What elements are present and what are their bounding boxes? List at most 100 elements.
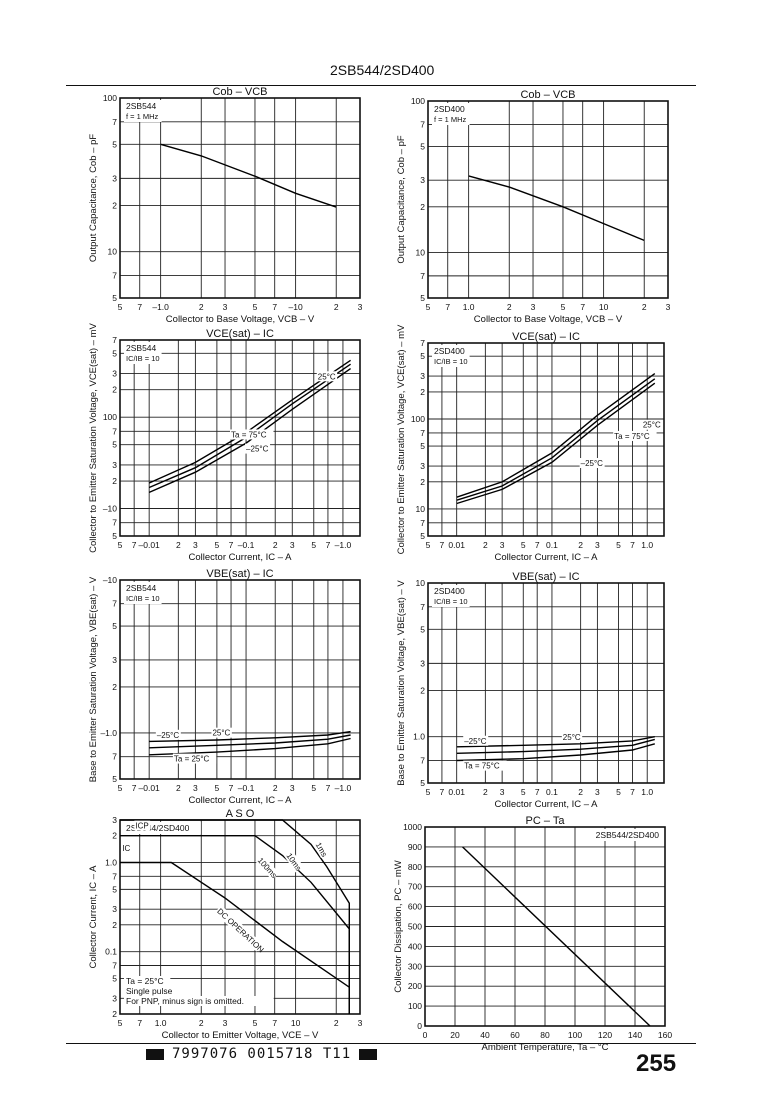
chart4-xtick-label: 7 <box>229 783 234 793</box>
chart7-xlabel: Ambient Temperature, Ta – °C <box>481 1042 608 1053</box>
chart2-ytick-label: 2 <box>112 476 117 486</box>
chart2-xtick-label: –1.0 <box>335 540 352 550</box>
chart5-xtick-label: 1.0 <box>641 787 653 797</box>
chart4-curve-label: Ta = 25°C <box>174 755 210 764</box>
chart2-ytick-label: 7 <box>112 518 117 528</box>
chart5-ytick-label: 5 <box>420 624 425 634</box>
chart2-frame <box>119 339 361 537</box>
chart4-xtick-label: 3 <box>193 783 198 793</box>
chart2-curve-label-bg <box>245 443 271 454</box>
chart6-xlabel: Collector to Emitter Voltage, VCE – V <box>162 1030 319 1041</box>
chart1-device-label: 2SD400 <box>434 104 465 114</box>
chart6-ytick-label: 5 <box>112 884 117 894</box>
footer-code-text: 7997076 0015718 T11 <box>172 1046 352 1062</box>
chart6-note-bg <box>124 976 171 986</box>
chart1-xtick-label: 5 <box>426 302 431 312</box>
chart5-device-label: 2SD400 <box>434 586 465 596</box>
chart0-device-label: 2SB544 <box>126 101 157 111</box>
chart6-ytick-label: 1.0 <box>105 858 117 868</box>
chart3-xtick-label: 5 <box>521 540 526 550</box>
chart2-xtick-label: –0.1 <box>238 540 255 550</box>
chart6-title: A S O <box>226 808 255 820</box>
chart0-ytick-label: 100 <box>103 93 117 103</box>
chart6-note: Single pulse <box>126 986 173 996</box>
page-header: 2SB544/2SD400 <box>330 62 435 78</box>
chart6-xtick-label: 3 <box>223 1018 228 1028</box>
chart3-xtick-label: 5 <box>426 540 431 550</box>
chart5-xtick-label: 7 <box>440 787 445 797</box>
chart0-device-bg <box>124 100 162 122</box>
chart1-xtick-label: 2 <box>507 302 512 312</box>
chart2-xtick-label: 3 <box>193 540 198 550</box>
chart6-xtick-label: 1.0 <box>155 1018 167 1028</box>
chart7-xtick-label: 160 <box>658 1030 672 1040</box>
chart3-curve-label: –25°C <box>581 459 604 468</box>
chart5-xtick-label: 3 <box>595 787 600 797</box>
chart6-curve-label: ICP <box>135 822 148 831</box>
chart4-series-2 <box>149 737 351 756</box>
chart5-ytick-label: 10 <box>416 578 426 588</box>
chart7-xtick-label: 40 <box>480 1030 490 1040</box>
chart3-condition-label: IC/IB = 10 <box>434 357 468 366</box>
chart7-xtick-label: 0 <box>423 1030 428 1040</box>
chart6-xtick-label: 7 <box>272 1018 277 1028</box>
chart4-xtick-label: –0.01 <box>139 783 161 793</box>
chart2-ytick-label: 3 <box>112 460 117 470</box>
chart0-xtick-label: 2 <box>334 302 339 312</box>
chart2-xtick-label: 5 <box>215 540 220 550</box>
chart5-curve-label: –25°C <box>464 737 487 746</box>
chart6-note-bg <box>124 996 274 1006</box>
chart1-series-0 <box>468 175 645 242</box>
chart6-curve-label-bg <box>134 820 151 831</box>
chart5-ytick-label: 3 <box>420 658 425 668</box>
chart2-xtick-label: 5 <box>118 540 123 550</box>
chart5-xtick-label: 5 <box>616 787 621 797</box>
barcode-block-right <box>359 1048 378 1060</box>
chart6-xtick-label: 5 <box>253 1018 258 1028</box>
chart4-xtick-label: 3 <box>290 783 295 793</box>
chart2-xtick-label: –0.01 <box>139 540 161 550</box>
chart7-ylabel: Collector Dissipation, PC – mW <box>393 860 404 993</box>
chart5-xtick-label: 2 <box>483 787 488 797</box>
chart6-ytick-label: 0.1 <box>105 947 117 957</box>
chart2-ytick-label: 7 <box>112 335 117 345</box>
chart1-xtick-label: 3 <box>531 302 536 312</box>
chart3-ytick-label: 7 <box>420 428 425 438</box>
chart2-xtick-label: 7 <box>326 540 331 550</box>
chart3-xtick-label: 3 <box>595 540 600 550</box>
footer-code: 7997076 0015718 T11 <box>146 1046 378 1062</box>
chart3-device-label: 2SD400 <box>434 346 465 356</box>
chart4-ytick-label: 7 <box>112 752 117 762</box>
chart5-condition-label: IC/IB = 10 <box>434 597 468 606</box>
chart6-note-bg <box>124 986 185 996</box>
chart6-ytick-label: 2 <box>112 1009 117 1019</box>
chart0-xtick-label: 7 <box>272 302 277 312</box>
chart7-ytick-label: 800 <box>408 862 422 872</box>
chart0-xtick-label: 3 <box>223 302 228 312</box>
chart5-ytick-label: 7 <box>420 602 425 612</box>
chart2-ytick-label: 7 <box>112 426 117 436</box>
chart6-device-label: 2SB544/2SD400 <box>126 823 190 833</box>
chart3-ytick-label: 7 <box>420 518 425 528</box>
chart6-note: Ta = 25°C <box>126 976 164 986</box>
chart3-ytick-label: 5 <box>420 441 425 451</box>
chart5-xtick-label: 5 <box>426 787 431 797</box>
chart2-series-2 <box>148 368 352 494</box>
chart2-ytick-label: 5 <box>112 440 117 450</box>
chart2-ylabel: Collector to Emitter Saturation Voltage,… <box>88 323 99 553</box>
chart6-ytick-label: 3 <box>112 993 117 1003</box>
chart2-title: VCE(sat) – IC <box>206 328 274 340</box>
chart1-xtick-label: 2 <box>642 302 647 312</box>
chart2-curve-label-bg <box>316 371 338 382</box>
chart3-xtick-label: 7 <box>440 540 445 550</box>
chart3-xtick-label: 1.0 <box>641 540 653 550</box>
chart0-xtick-label: 2 <box>199 302 204 312</box>
chart3-ytick-label: 5 <box>420 351 425 361</box>
chart1-ytick-label: 10 <box>416 247 426 257</box>
chart4-curve-label-bg <box>155 729 181 740</box>
chart1-title: Cob – VCB <box>520 89 575 101</box>
chart7-xtick-label: 80 <box>540 1030 550 1040</box>
chart4-curve-label: –25°C <box>157 731 180 740</box>
chart3-curve-label: Ta = 75°C <box>614 432 650 441</box>
